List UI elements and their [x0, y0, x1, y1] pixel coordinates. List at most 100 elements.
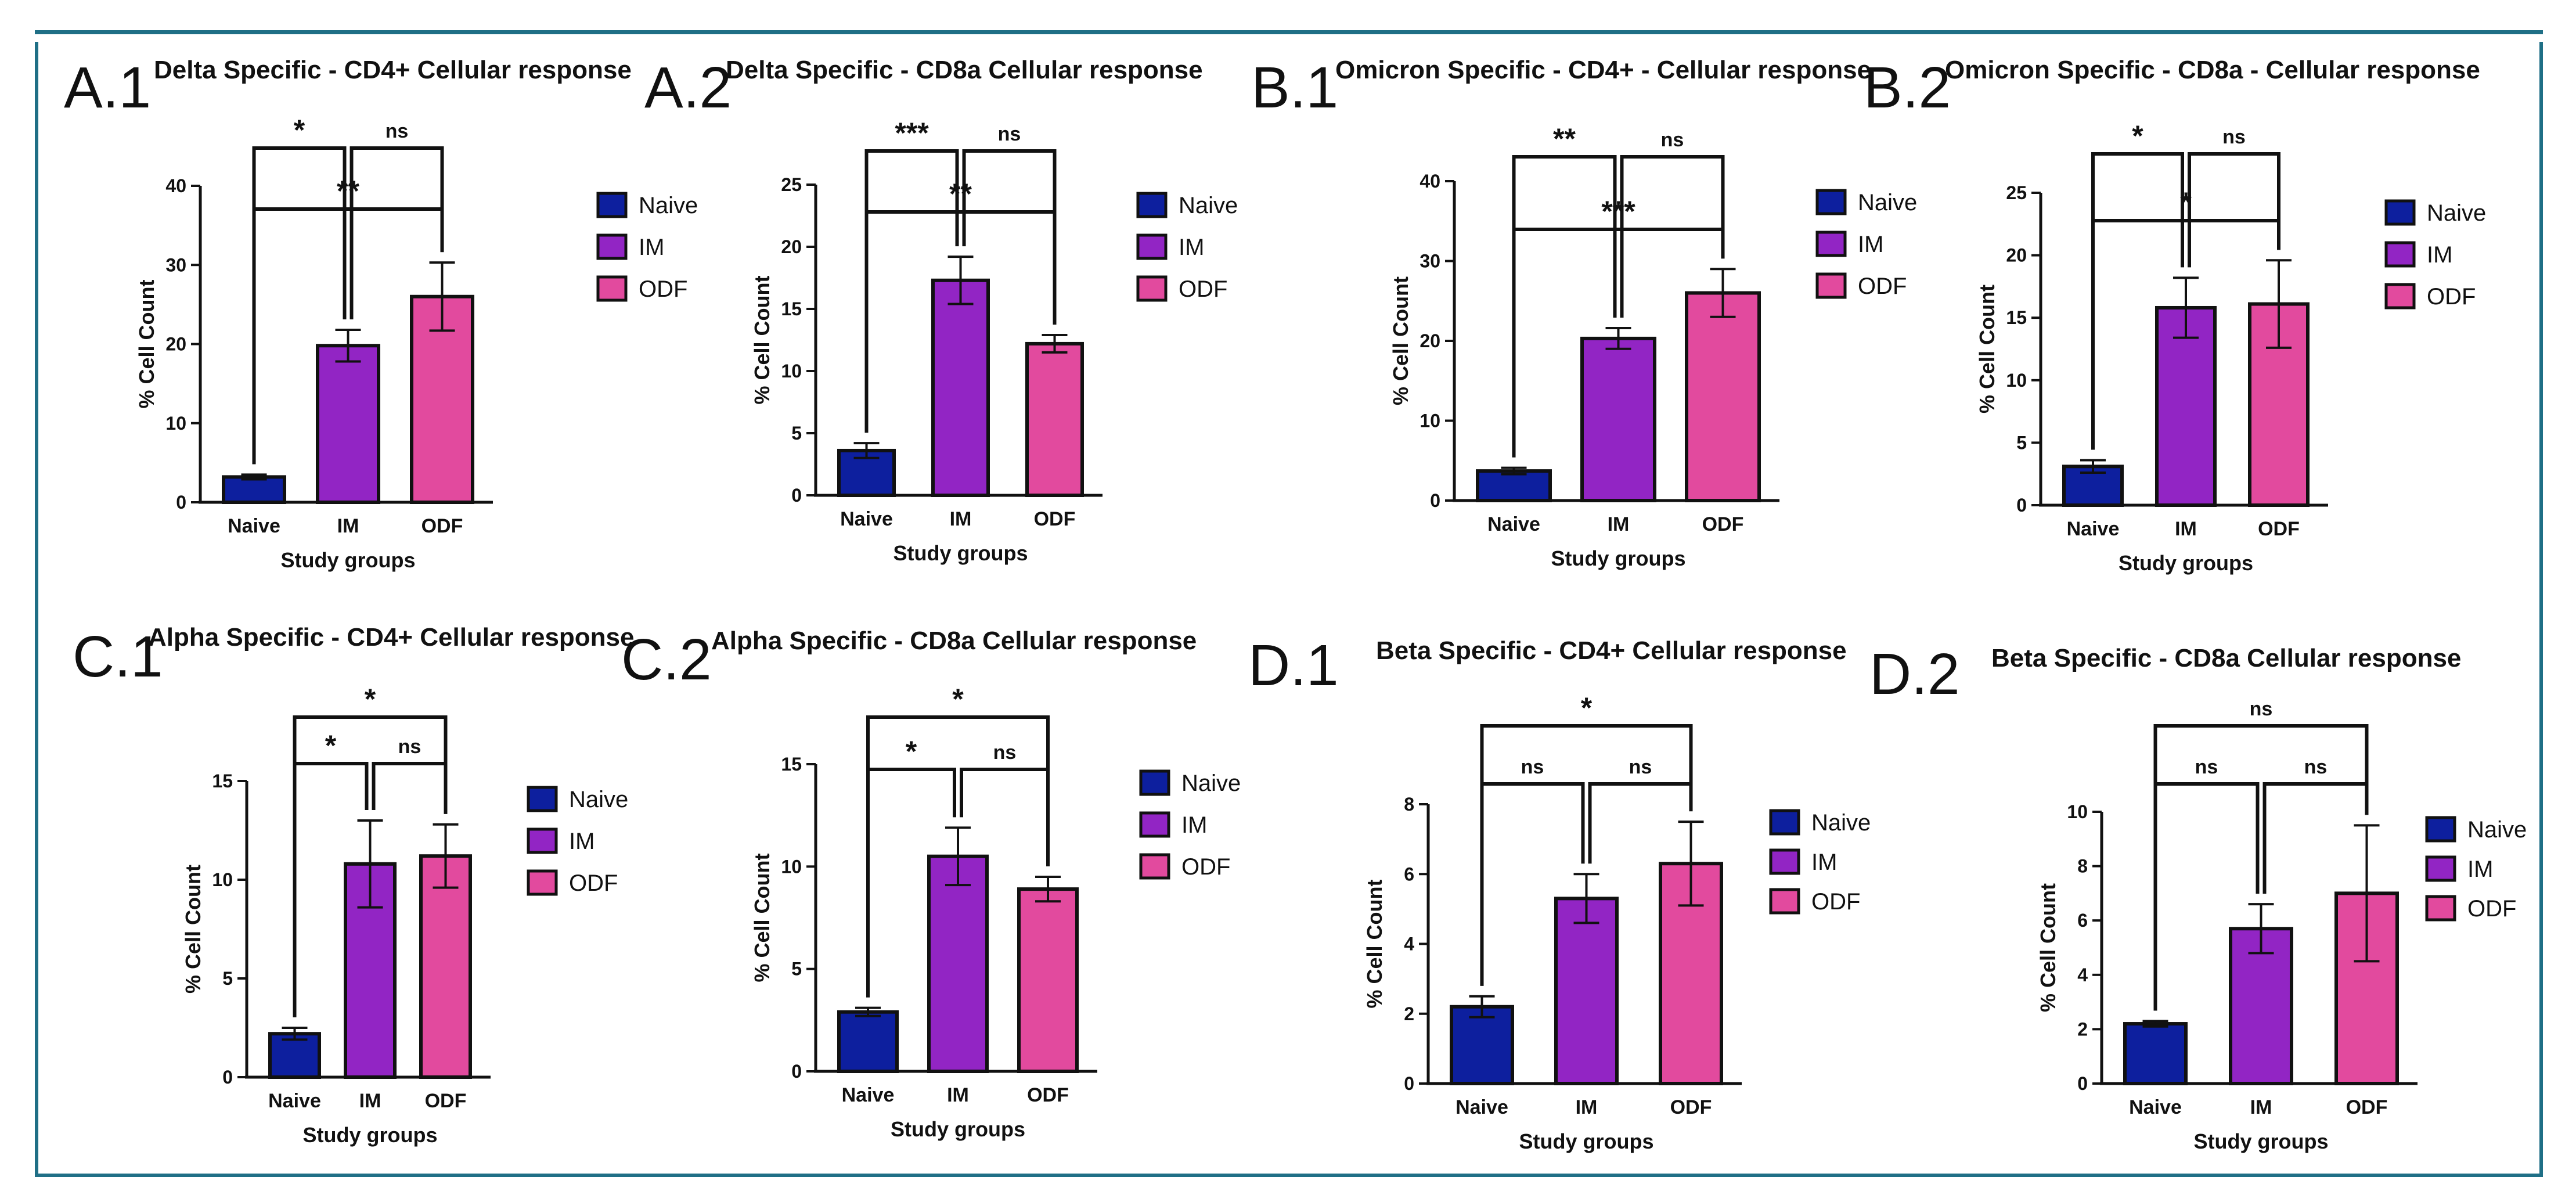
legend-swatch-odf [2384, 283, 2416, 310]
significance-label: ** [949, 178, 972, 210]
bar-naive [837, 1010, 899, 1074]
significance-label: ns [993, 742, 1017, 764]
significance-label: ** [337, 175, 359, 207]
significance-label: * [906, 735, 917, 768]
legend-label: Naive [639, 193, 698, 218]
bar-im [931, 278, 990, 497]
y-axis-title: % Cell Count [750, 275, 774, 404]
x-tick-label: Naive [2067, 518, 2120, 540]
legend-label: IM [2467, 856, 2493, 882]
significance-bracket [1512, 228, 1725, 458]
legend-swatch-im [1815, 231, 1847, 257]
legend-swatch-naive [1815, 189, 1847, 215]
y-tick-label: 8 [1404, 794, 1414, 815]
chart-title: Beta Specific - CD8a Cellular response [1991, 644, 2461, 672]
legend-label: ODF [2427, 284, 2476, 310]
legend-swatch-naive [1136, 192, 1168, 218]
bar-naive [222, 475, 286, 505]
frame-right-border [2539, 42, 2543, 1177]
bar-im [927, 854, 989, 1073]
legend-label: Naive [1181, 771, 1241, 796]
legend-swatch-im [2425, 855, 2456, 882]
significance-bracket [293, 715, 448, 1017]
legend-swatch-odf [596, 275, 628, 302]
significance-label: * [2180, 186, 2192, 219]
x-tick-label: IM [950, 508, 972, 530]
y-tick-label: 10 [781, 361, 802, 382]
x-tick-label: Naive [228, 515, 280, 537]
x-axis-title: Study groups [303, 1123, 438, 1147]
y-axis-title: % Cell Count [1975, 285, 1999, 413]
panel-label: D.1 [1248, 633, 1339, 698]
legend-swatch-im [1139, 811, 1170, 838]
legend-swatch-odf [2425, 895, 2456, 922]
y-tick-label: 5 [2016, 432, 2027, 453]
y-tick-label: 6 [2077, 910, 2088, 931]
legend-label: IM [1181, 812, 1207, 838]
legend-swatch-naive [1139, 769, 1170, 796]
x-tick-label: Naive [2129, 1096, 2182, 1118]
y-tick-label: 30 [165, 254, 186, 275]
legend-swatch-im [527, 827, 558, 854]
y-tick-label: 10 [781, 856, 802, 877]
frame-bottom-border [35, 1174, 2543, 1177]
legend-label: Naive [2427, 200, 2486, 226]
significance-label: *** [1601, 195, 1635, 228]
panel-label: B.1 [1251, 55, 1338, 120]
legend-swatch-odf [1136, 275, 1168, 302]
bar-odf [1017, 887, 1079, 1074]
x-tick-label: Naive [268, 1090, 321, 1112]
x-tick-label: IM [337, 515, 359, 537]
x-tick-label: IM [2250, 1096, 2272, 1118]
legend-swatch-odf [1769, 888, 1800, 915]
x-tick-label: ODF [1670, 1096, 1712, 1118]
x-axis-title: Study groups [1519, 1129, 1654, 1153]
bar-im [1580, 336, 1656, 502]
y-tick-label: 15 [781, 754, 802, 775]
x-axis-title: Study groups [894, 541, 1028, 565]
x-tick-label: IM [359, 1090, 381, 1112]
significance-label: ns [1521, 756, 1544, 778]
y-tick-label: 0 [176, 492, 186, 513]
y-tick-label: 0 [1430, 490, 1440, 511]
y-tick-label: 2 [1404, 1003, 1414, 1024]
x-axis-title: Study groups [2194, 1129, 2329, 1153]
frame-left-border [35, 42, 38, 1177]
y-tick-label: 40 [165, 175, 186, 196]
y-tick-label: 10 [2006, 370, 2027, 391]
chart-title: Omicron Specific - CD4+ - Cellular respo… [1335, 56, 1871, 84]
x-tick-label: ODF [1702, 513, 1744, 535]
bar-odf [1025, 341, 1084, 497]
legend-swatch-naive [2384, 199, 2416, 226]
legend-label: ODF [639, 276, 687, 302]
legend-label: IM [1811, 850, 1837, 875]
significance-label: ns [2250, 698, 2273, 720]
chart-title: Delta Specific - CD8a Cellular response [726, 56, 1203, 84]
y-tick-label: 2 [2077, 1019, 2088, 1039]
legend-swatch-naive [1769, 809, 1800, 836]
significance-label: ns [386, 120, 409, 142]
significance-label: ns [2304, 756, 2328, 778]
y-tick-label: 15 [781, 298, 802, 319]
legend-label: Naive [2467, 817, 2527, 843]
legend-label: Naive [569, 787, 628, 812]
significance-bracket [1620, 155, 1725, 318]
y-tick-label: 30 [1419, 251, 1440, 272]
y-axis-title: % Cell Count [750, 853, 774, 982]
legend-swatch-im [2384, 241, 2416, 268]
significance-bracket [1480, 724, 1693, 986]
chart-title: Alpha Specific - CD4+ Cellular response [148, 623, 634, 652]
x-tick-label: IM [2175, 518, 2197, 540]
significance-label: *** [895, 117, 929, 149]
significance-label: ns [998, 123, 1021, 145]
y-tick-label: 5 [791, 423, 802, 444]
significance-label: ns [1661, 129, 1684, 151]
y-tick-label: 10 [212, 869, 233, 890]
y-tick-label: 40 [1419, 171, 1440, 192]
panel-label: D.2 [1869, 642, 1960, 707]
significance-label: ns [2195, 756, 2218, 778]
significance-bracket [2153, 724, 2369, 1011]
chart-title: Omicron Specific - CD8a - Cellular respo… [1945, 56, 2480, 84]
significance-bracket [350, 146, 444, 319]
bar-im [2229, 927, 2293, 1085]
